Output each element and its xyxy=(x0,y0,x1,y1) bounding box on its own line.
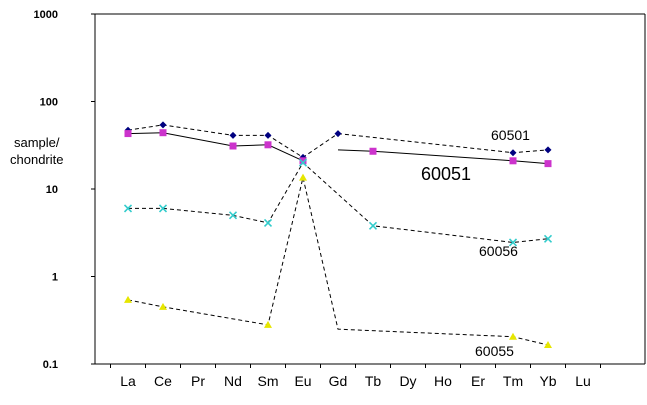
data-point-60501-Tm xyxy=(509,149,517,157)
data-point-60056-La xyxy=(123,204,133,213)
y-axis-label-line-1: sample/ xyxy=(14,135,60,150)
x-axis-ticks: La Ce Pr Nd Sm Eu Gd Tb Dy Ho Er Tm Yb Lu xyxy=(110,364,601,389)
x-tick-label: Lu xyxy=(575,373,591,389)
y-tick-label: 1000 xyxy=(34,9,58,21)
y-axis-ticks: 0.1 1 10 100 1000 xyxy=(34,9,95,371)
series-line-60056 xyxy=(128,161,549,243)
x-tick-label: Tm xyxy=(503,373,523,389)
series-label-60051: 60051 xyxy=(421,164,471,184)
series-line-60051 xyxy=(127,132,304,162)
x-tick-label: Nd xyxy=(224,373,242,389)
data-point-60056-Sm xyxy=(263,218,273,227)
data-point-60051-Eu xyxy=(299,157,307,165)
x-tick-label: Yb xyxy=(539,373,556,389)
x-tick-label: Eu xyxy=(294,373,311,389)
x-tick-label: La xyxy=(120,373,136,389)
data-point-60055-Eu xyxy=(299,173,307,181)
data-point-60501-Yb xyxy=(544,146,552,154)
x-tick-label: Gd xyxy=(329,373,348,389)
data-point-60056-Tb xyxy=(368,221,378,230)
data-point-60051-Ce xyxy=(159,129,167,137)
data-point-60055-La xyxy=(124,295,132,303)
series-line-60055 xyxy=(127,177,549,346)
series-line-60051 xyxy=(337,149,549,165)
series-label-60501: 60501 xyxy=(491,127,530,143)
x-tick-label: Ho xyxy=(434,373,452,389)
data-point-60051-Tb xyxy=(369,147,377,155)
data-point-60051-Yb xyxy=(544,160,552,168)
series-label-60055: 60055 xyxy=(475,343,514,359)
data-point-60051-Nd xyxy=(229,142,237,150)
x-tick-label: Tb xyxy=(365,373,382,389)
x-tick-label: Dy xyxy=(399,373,416,389)
data-point-60501-Sm xyxy=(264,131,272,139)
y-tick-label: 0.1 xyxy=(43,359,58,371)
y-axis-label-line-2: chondrite xyxy=(10,152,63,167)
series-label-60056: 60056 xyxy=(479,243,518,259)
data-point-60501-Ce xyxy=(159,121,167,129)
data-point-60051-La xyxy=(124,130,132,138)
x-tick-label: Sm xyxy=(258,373,279,389)
data-point-60056-Eu xyxy=(298,158,308,167)
y-tick-label: 1 xyxy=(52,272,58,284)
data-point-60056-Ce xyxy=(158,204,168,213)
data-point-60056-Tm xyxy=(508,238,518,247)
data-point-60501-Nd xyxy=(229,131,237,139)
data-point-60051-Sm xyxy=(264,141,272,149)
data-point-60055-Ce xyxy=(159,302,167,310)
data-point-60055-Yb xyxy=(544,340,552,348)
series-line-60501 xyxy=(127,124,339,158)
x-tick-label: Pr xyxy=(191,373,205,389)
y-tick-label: 10 xyxy=(46,184,58,196)
data-point-60501-Gd xyxy=(334,130,342,138)
data-point-60051-Tm xyxy=(509,157,517,165)
x-tick-label: Ce xyxy=(154,373,172,389)
data-point-60056-Yb xyxy=(543,234,553,243)
y-tick-label: 100 xyxy=(40,97,58,109)
data-point-60056-Nd xyxy=(228,211,238,220)
plot-axes xyxy=(94,13,646,365)
data-point-60055-Sm xyxy=(264,320,272,328)
x-tick-label: Er xyxy=(471,373,485,389)
data-point-60055-Tm xyxy=(509,332,517,340)
series-layer xyxy=(123,121,553,348)
